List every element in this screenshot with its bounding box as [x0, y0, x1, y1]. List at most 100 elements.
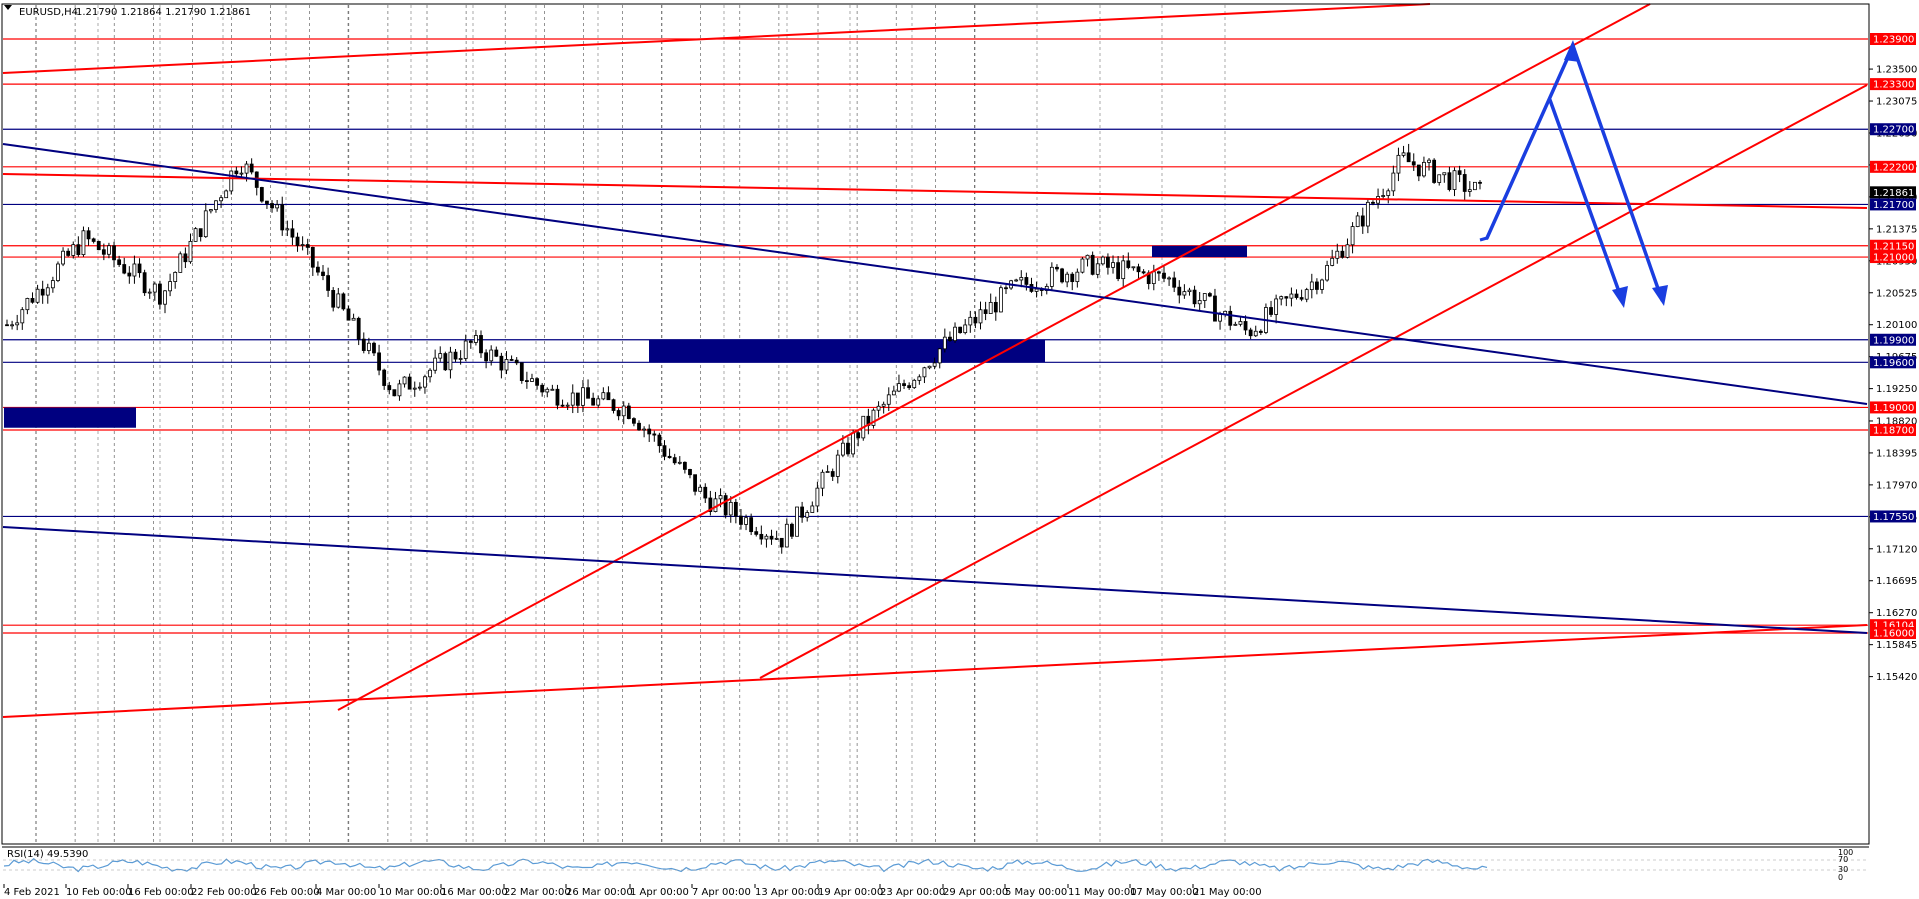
candle [265, 200, 269, 209]
candle-body [1136, 266, 1141, 273]
candle-body [509, 359, 514, 361]
candle-body [851, 432, 855, 455]
candle-body [142, 272, 147, 294]
candle-body [897, 383, 901, 392]
candle-body [1141, 271, 1146, 274]
candle [621, 401, 626, 425]
rsi-axis-label: 0 [1838, 873, 1843, 882]
candle-body [50, 280, 55, 289]
candle-body [178, 253, 183, 273]
candle-body [1457, 170, 1462, 175]
candle [555, 384, 560, 410]
candle [835, 449, 840, 484]
candle [1106, 253, 1110, 275]
candle-body [774, 537, 779, 540]
candle-body [942, 336, 947, 350]
candle-body [300, 244, 305, 246]
candle [1427, 158, 1431, 171]
candle [662, 440, 667, 461]
level-badge-label: 1.21150 [1873, 241, 1914, 252]
rsi-line [3, 858, 1488, 873]
candle [723, 492, 728, 519]
candle [514, 357, 519, 366]
candle-body [1004, 287, 1008, 290]
level-badge [1870, 239, 1916, 252]
candle-body [1406, 152, 1411, 163]
candle-body [1391, 172, 1396, 192]
candle-body [886, 394, 891, 405]
y-tick-label: 1.18395 [1876, 448, 1917, 459]
candle-body [193, 228, 198, 242]
candle-body [310, 246, 315, 268]
candle-body [840, 442, 845, 456]
candle [1136, 263, 1141, 280]
candle [1447, 166, 1452, 192]
candle-body [214, 200, 218, 210]
candle [316, 261, 320, 276]
level-badge [1870, 333, 1916, 346]
candle [1396, 147, 1401, 182]
candle [759, 525, 764, 545]
y-tick-label: 1.21375 [1876, 224, 1917, 235]
level-badge [1870, 160, 1916, 173]
candle-body [346, 308, 351, 321]
candle [1350, 222, 1355, 254]
candle-body [815, 487, 820, 507]
x-tick-label: 16 Mar 00:00 [441, 887, 508, 898]
candle [871, 408, 876, 429]
candle [540, 383, 545, 397]
candle [1075, 268, 1080, 288]
candle [611, 398, 616, 414]
candle-body [550, 388, 555, 391]
candle [1345, 238, 1350, 259]
candle [1320, 278, 1324, 294]
candle-body [764, 535, 769, 540]
trend-line [337, 3, 1651, 711]
candle [932, 357, 937, 370]
candle-body [1279, 296, 1284, 300]
candle-body [993, 301, 998, 313]
y-tick-label: 1.20100 [1876, 320, 1917, 331]
rsi-axis-label: 70 [1838, 855, 1848, 864]
candle [1014, 278, 1019, 282]
candle-body [718, 495, 723, 500]
candle [132, 255, 137, 284]
candle [1233, 321, 1238, 326]
candle-body [637, 422, 641, 431]
candle-body [871, 409, 876, 426]
candle-body [122, 264, 127, 274]
candle-body [377, 352, 381, 371]
candle [744, 514, 748, 531]
candle [876, 401, 881, 418]
x-tick-label: 1 Apr 00:00 [630, 887, 689, 898]
candle [1437, 174, 1442, 186]
candle-body [1075, 271, 1080, 283]
candle-body [1024, 277, 1029, 285]
candle [423, 374, 427, 394]
symbol-dropdown-icon[interactable] [4, 5, 12, 10]
candle [331, 287, 336, 312]
candle [25, 297, 30, 315]
candle [581, 380, 585, 413]
chart-frame [1, 3, 1870, 845]
candle [1457, 165, 1462, 183]
candle-body [1274, 298, 1279, 315]
level-badge-label: 1.23300 [1873, 80, 1914, 91]
candle [1299, 289, 1304, 302]
candle-body [1381, 195, 1386, 197]
candle [188, 233, 193, 264]
candle [158, 280, 162, 310]
candle-body [948, 336, 952, 342]
candle-body [672, 457, 677, 464]
candle-body [560, 404, 565, 407]
candle-body [336, 293, 341, 308]
candle [224, 189, 229, 199]
candle-body [1100, 256, 1105, 265]
candle-body [754, 531, 759, 535]
candle-body [591, 397, 596, 406]
candle [127, 266, 132, 284]
candle [285, 220, 290, 237]
candle-body [361, 338, 366, 351]
candle [575, 392, 580, 413]
